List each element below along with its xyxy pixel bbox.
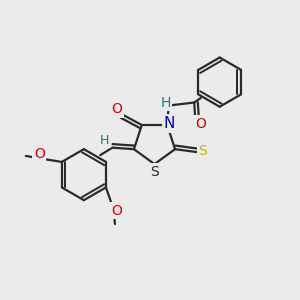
Text: H: H xyxy=(160,95,171,110)
Text: N: N xyxy=(164,116,175,131)
Text: H: H xyxy=(100,134,110,147)
Text: S: S xyxy=(199,144,207,158)
Text: O: O xyxy=(34,147,45,161)
Text: S: S xyxy=(150,165,159,178)
Text: O: O xyxy=(196,116,206,130)
Text: O: O xyxy=(112,102,122,116)
Text: O: O xyxy=(111,203,122,218)
